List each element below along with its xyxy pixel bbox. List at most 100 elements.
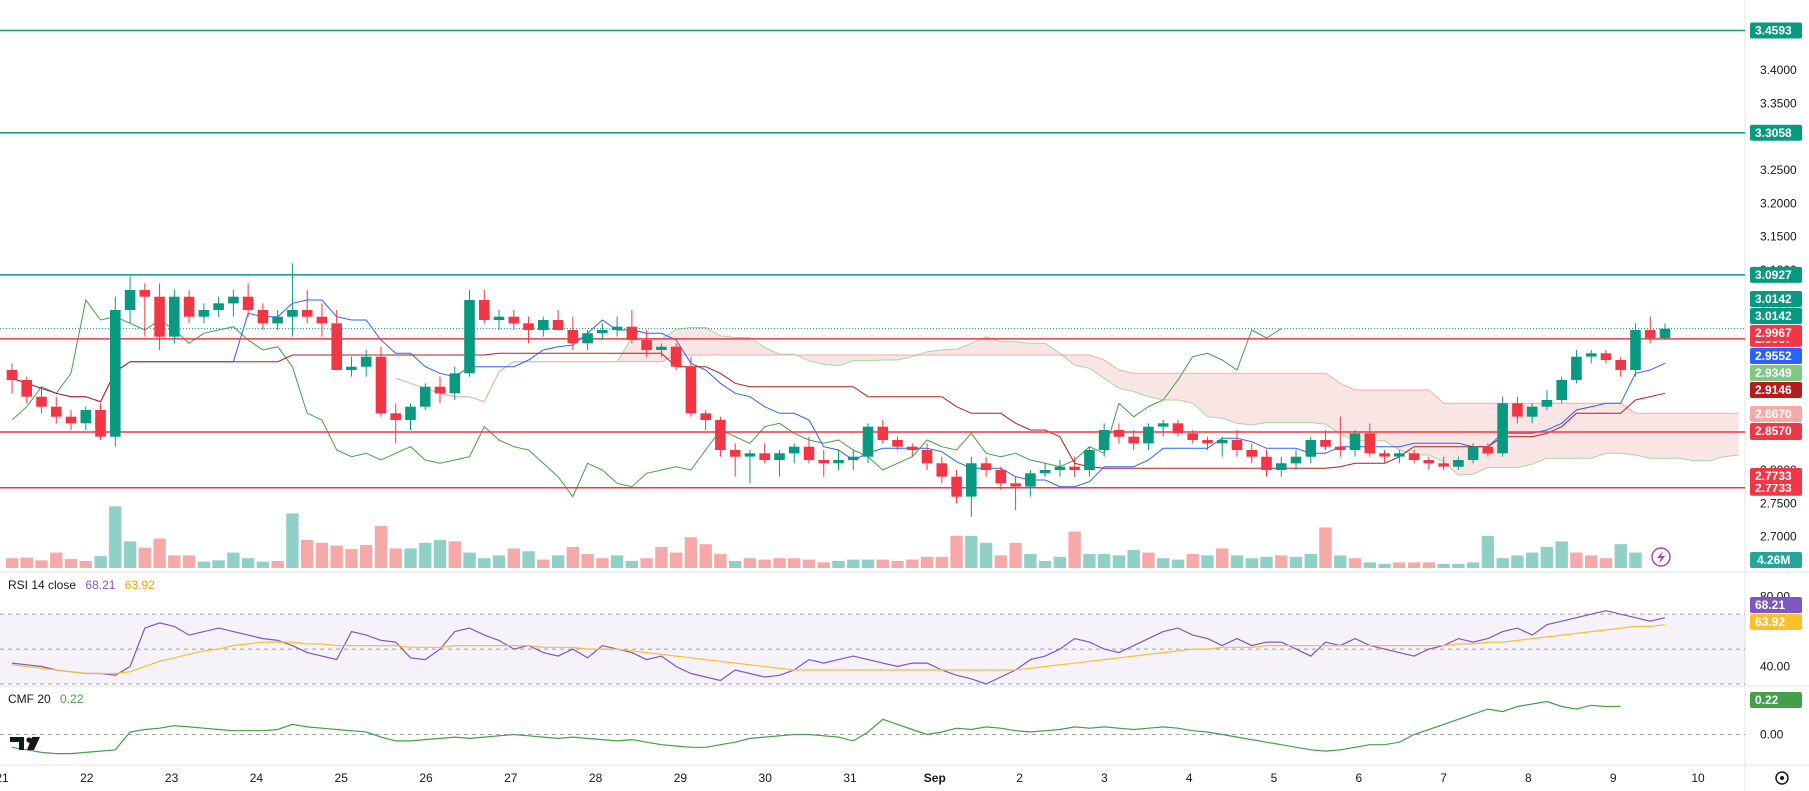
candle-body <box>966 463 977 497</box>
volume-bar <box>950 535 963 568</box>
time-axis-tick: 7 <box>1440 771 1447 785</box>
volume-bar <box>655 547 668 568</box>
candle <box>390 403 401 444</box>
candle <box>316 303 328 337</box>
candle-body <box>1113 430 1125 437</box>
candle <box>1054 460 1066 477</box>
price-label-bg <box>1750 597 1802 613</box>
candle <box>1585 350 1597 364</box>
tradingview-logo <box>10 737 40 750</box>
candle-body <box>464 300 475 374</box>
volume-bar <box>1378 563 1391 568</box>
candle-body <box>1157 423 1169 427</box>
volume-bar <box>227 552 240 568</box>
candle <box>1497 396 1508 457</box>
candle-body <box>1216 440 1228 444</box>
candle <box>729 443 741 477</box>
candle <box>1571 350 1582 384</box>
volume-bar <box>1038 561 1052 568</box>
candle <box>257 303 269 330</box>
candle <box>405 403 416 430</box>
settings-gear-icon <box>1775 771 1789 785</box>
volume-bar <box>1407 562 1421 568</box>
candle <box>641 330 652 357</box>
senkou-span-a-line <box>395 327 1739 476</box>
candle-body <box>744 453 756 457</box>
price-label-text: 2.7733 <box>1755 481 1792 495</box>
volume-bar <box>507 548 520 568</box>
candle-body <box>213 303 224 310</box>
price-label-bg <box>1750 124 1802 141</box>
price-label-text: 2.9967 <box>1755 326 1792 340</box>
candle-body <box>936 463 948 477</box>
chikou-span-line <box>11 298 1282 498</box>
candle-body <box>198 310 210 317</box>
volume-bar <box>1540 547 1554 568</box>
cmf-value-label: 0.22 <box>1750 692 1802 708</box>
volume-label: 4.26M <box>1750 552 1802 568</box>
volume-bar <box>1437 563 1450 568</box>
candle <box>1482 443 1494 457</box>
candle <box>65 410 77 430</box>
volume-bar <box>50 552 63 568</box>
candle-body <box>65 416 77 424</box>
candle <box>1659 323 1671 340</box>
candle-body <box>51 406 62 417</box>
indicator-price-label: 2.8570 <box>1750 423 1802 439</box>
candle <box>1069 456 1080 477</box>
rsi-ma-line <box>11 624 1666 675</box>
volume-bar <box>670 552 683 568</box>
volume-label-bg <box>1750 552 1802 568</box>
candle-body <box>877 426 889 440</box>
volume-bar <box>463 552 476 568</box>
candle-body <box>1556 380 1567 400</box>
candle-body <box>287 310 298 317</box>
candle <box>995 466 1007 490</box>
volume-bar <box>1260 556 1273 568</box>
candles <box>6 263 1671 517</box>
candle-body <box>1512 403 1523 417</box>
time-axis-tick: 31 <box>843 771 857 785</box>
volume-bar <box>197 561 211 568</box>
cmf-axis-tick: 0.00 <box>1760 728 1784 742</box>
volume-bar <box>847 559 860 568</box>
candle-body <box>228 296 239 304</box>
price-axis-tick: 3.4000 <box>1760 63 1797 77</box>
volume-bar <box>906 559 919 568</box>
logo-part <box>10 737 24 750</box>
volume-bar <box>522 551 535 568</box>
candle <box>1098 423 1110 457</box>
candle-body <box>818 460 829 464</box>
volume-bar <box>891 561 904 568</box>
candle <box>1453 456 1464 470</box>
volume-bar <box>1599 558 1613 568</box>
volume-bar <box>478 558 491 568</box>
candle-body <box>1438 463 1449 467</box>
time-axis-tick: 6 <box>1355 771 1362 785</box>
candle-body <box>1408 453 1420 460</box>
volume-bar <box>1068 531 1081 568</box>
candle <box>1556 376 1567 404</box>
indicator-price-label: 3.0142 <box>1750 291 1802 307</box>
candle-body <box>1290 456 1302 464</box>
candle-body <box>1305 440 1317 457</box>
rsi-value-label: 68.21 <box>1750 597 1802 613</box>
candle-body <box>538 320 549 330</box>
candle-body <box>493 316 505 320</box>
candle <box>1349 430 1361 457</box>
candle-body <box>1497 403 1508 454</box>
candle <box>213 296 224 317</box>
candle <box>1202 436 1213 450</box>
price-label-bg <box>1750 266 1802 283</box>
candle <box>1290 450 1302 470</box>
candle-body <box>700 413 711 420</box>
candle-body <box>1379 453 1390 457</box>
candle <box>966 456 977 517</box>
indicator-price-label: 2.9552 <box>1750 348 1802 364</box>
candle-body <box>995 470 1007 484</box>
candle-body <box>405 406 416 420</box>
candle-body <box>921 450 933 464</box>
volume-bar <box>1334 555 1347 568</box>
candle <box>1305 436 1317 464</box>
